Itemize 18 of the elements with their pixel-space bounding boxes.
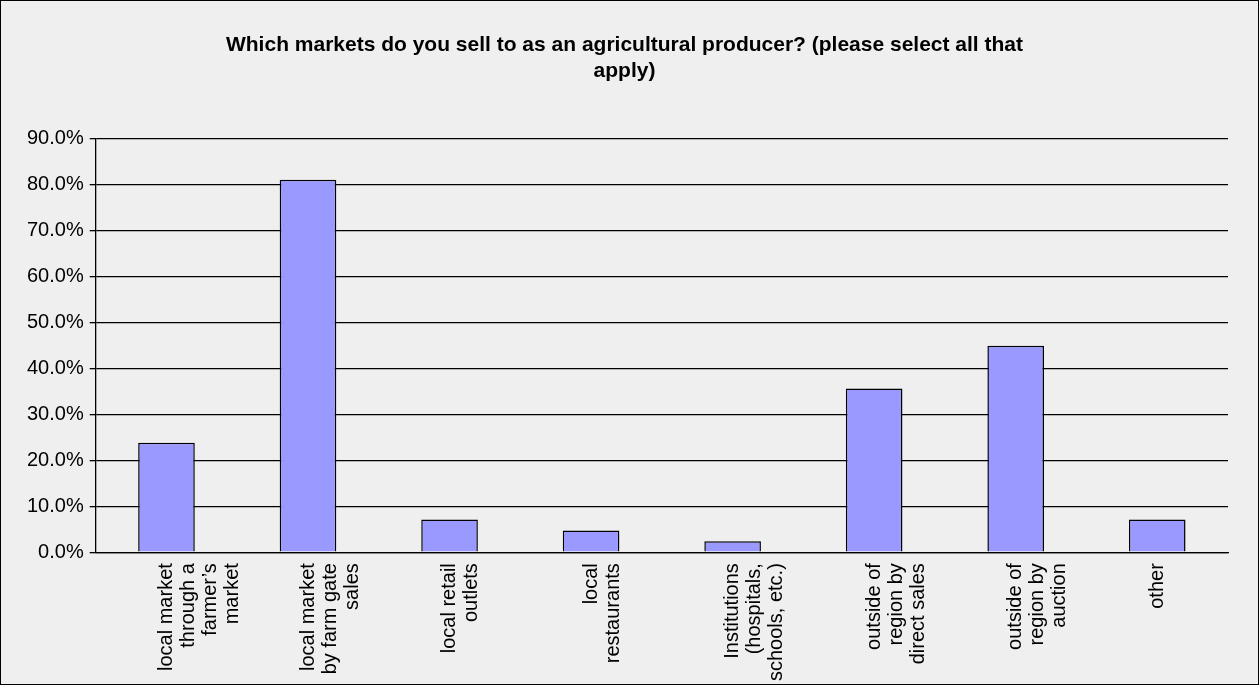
y-tick-label: 40.0% xyxy=(26,355,84,378)
y-tick-label: 20.0% xyxy=(26,447,84,470)
y-tick-label: 50.0% xyxy=(26,309,84,332)
x-tick-label: outside of region by auction xyxy=(1003,562,1070,650)
y-tick-label: 30.0% xyxy=(26,401,84,424)
y-tick-label: 0.0% xyxy=(38,539,84,562)
x-tick-label: other xyxy=(1144,562,1167,609)
y-tick-label: 70.0% xyxy=(26,217,84,240)
x-tick-label: local restaurants xyxy=(578,563,623,664)
x-tick-label: Institutions (hospitals, schools, etc.) xyxy=(720,563,787,682)
y-tick-label: 10.0% xyxy=(26,493,84,516)
x-tick-label: local retail outlets xyxy=(437,563,482,654)
y-tick-label: 90.0% xyxy=(26,125,84,148)
y-tick-label: 60.0% xyxy=(26,263,84,286)
x-tick-label: local market by farm gate sales xyxy=(295,562,362,675)
chart-title: Which markets do you sell to as an agricultural producer? (please select all that apply) xyxy=(225,32,1024,81)
y-tick-label: 80.0% xyxy=(26,171,84,194)
x-tick-label: local market through a farmer’s market xyxy=(153,562,242,671)
